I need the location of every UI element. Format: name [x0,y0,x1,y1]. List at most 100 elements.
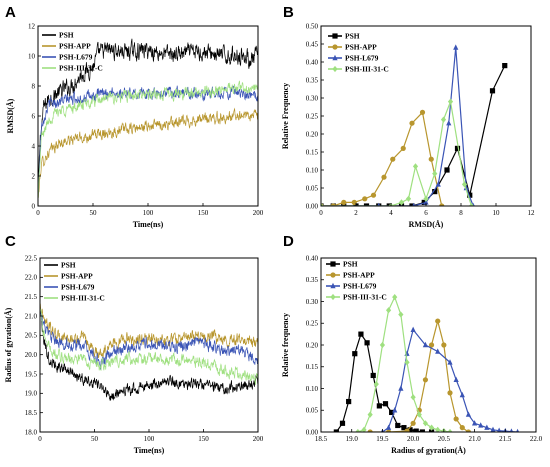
y-tick-label: 0.35 [306,276,319,284]
data-point [401,425,407,431]
data-point [341,199,347,205]
x-tick-label: 20.0 [407,435,420,443]
legend-marker [330,293,336,301]
data-point [453,376,459,382]
legend: PSH PSH-APP PSH-L679 PSH-III-31-C [44,261,105,303]
y-tick-label: 0.05 [306,184,319,192]
legend-label: PSH-APP [343,271,375,280]
x-tick-label: 0 [36,209,40,217]
y-axis-title: Relative Frequency [281,83,290,149]
data-point [446,120,452,126]
series-line-psh-app [40,303,258,359]
x-tick-label: 100 [143,209,154,217]
x-tick-label: 8 [459,209,463,217]
data-point [346,398,352,405]
data-point [439,203,445,206]
data-point [422,341,429,348]
data-point [376,403,382,409]
x-tick-label: 22.0 [530,435,543,443]
legend-marker [330,261,336,267]
data-point [423,195,429,202]
y-tick-label: 0.40 [306,58,319,66]
x-axis-title: Time(ns) [133,220,164,229]
data-point [381,174,387,180]
legend-marker [330,282,336,289]
legend-marker [332,33,338,39]
panel-label: B [283,4,294,21]
x-axis-title: Radius of gyration(Å) [391,446,466,455]
data-point [416,411,422,418]
y-tick-label: 0.10 [306,166,319,174]
data-point [516,428,520,432]
data-point [405,195,412,202]
legend-label: PSH-III-31-C [61,294,105,303]
data-point [435,181,441,187]
series-line-psh-l679 [38,85,258,199]
data-point [509,428,514,432]
data-point [484,424,490,430]
y-tick-label: 0.30 [306,94,319,102]
y-tick-label: 2 [32,172,36,180]
data-point [410,420,416,426]
data-point [330,203,336,206]
x-tick-label: 150 [198,435,209,443]
data-point [364,340,370,346]
y-tick-label: 20.5 [25,332,38,340]
x-tick-label: 19.5 [376,435,389,443]
data-point [367,411,373,418]
data-point [432,189,438,195]
data-point [465,429,472,432]
y-tick-label: 0.15 [306,363,319,371]
data-point [412,163,419,170]
data-point [459,425,465,431]
y-tick-label: 8 [32,82,36,90]
legend: PSH PSH-APP PSH-L679 PSH-III-31-C [328,32,389,74]
data-point [407,427,413,432]
x-tick-label: 50 [90,209,98,217]
legend-label: PSH-L679 [343,282,377,291]
x-tick-label: 10 [493,209,501,217]
data-point [413,428,419,432]
data-point [447,390,453,396]
data-point [468,202,475,206]
x-tick-label: 50 [91,435,99,443]
legend-label: PSH-APP [345,43,377,52]
data-point [422,420,429,427]
data-point [351,199,357,205]
legend-marker [332,44,338,50]
data-point [409,120,415,126]
y-tick-label: 0.35 [306,76,319,84]
data-point [459,391,465,398]
legend-label: PSH [59,31,74,40]
panel-label: A [5,4,16,21]
y-tick-label: 18.0 [25,428,38,436]
y-axis-title: Relative frequency [281,313,290,377]
series-line-psh-app [38,107,258,199]
data-point [385,307,392,314]
legend-label: PSH-III-31-C [345,65,389,74]
y-tick-label: 0.40 [306,254,319,262]
y-tick-label: 19.0 [25,390,38,398]
series-line-psh [38,38,258,197]
x-tick-label: 4 [389,209,393,217]
data-point [392,294,398,301]
x-tick-label: 19.0 [346,435,359,443]
y-tick-label: 0.20 [306,341,319,349]
y-tick-label: 0.00 [306,428,319,436]
data-point [453,44,459,50]
data-point [373,381,379,388]
data-point [379,341,386,349]
data-point [389,409,395,416]
data-point [352,351,358,357]
data-point [404,428,410,432]
x-tick-label: 100 [144,435,155,443]
y-tick-label: 21.0 [25,312,38,320]
y-tick-label: 0.00 [306,202,319,210]
data-point [447,359,453,365]
panel-label: D [283,233,294,250]
series-line-psh [40,309,258,401]
data-point [422,377,429,383]
series-line-psh-iii-31-c [40,308,258,385]
data-point [370,372,376,379]
